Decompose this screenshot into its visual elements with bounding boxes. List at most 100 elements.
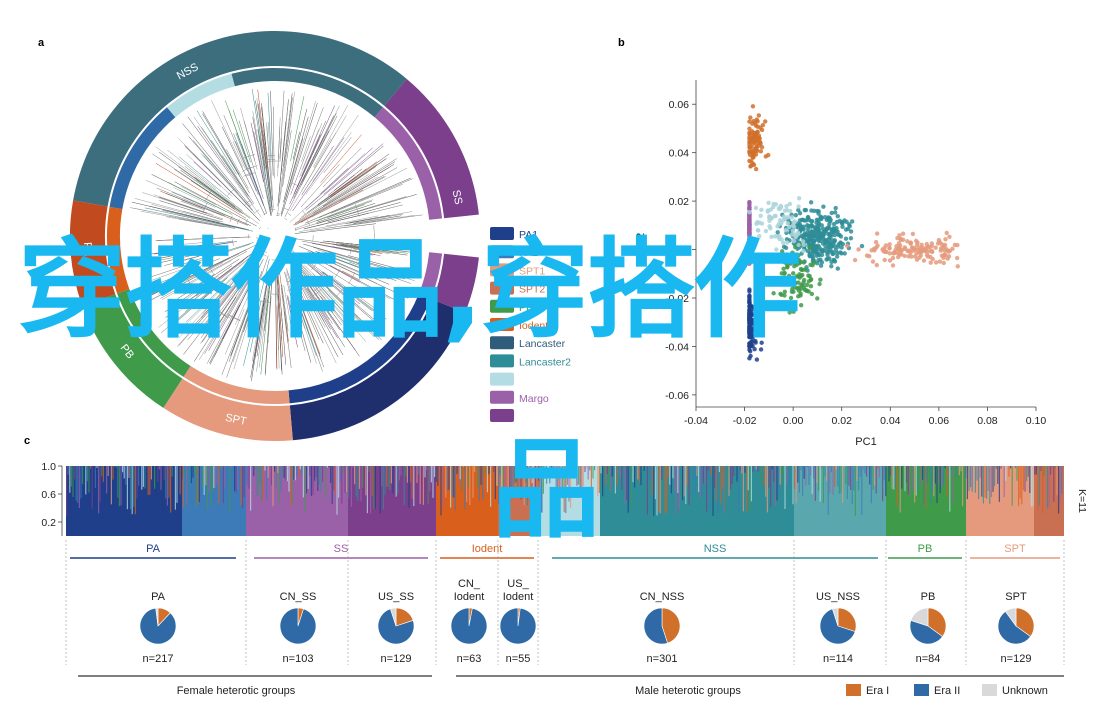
structure-bar — [221, 466, 223, 469]
structure-bar — [278, 466, 280, 504]
structure-bar — [526, 466, 528, 506]
structure-bar — [301, 466, 303, 476]
structure-bar — [392, 466, 394, 494]
structure-bar — [336, 466, 338, 515]
tree-branch — [181, 186, 216, 205]
structure-bar — [618, 466, 620, 469]
structure-bar — [293, 466, 295, 480]
structure-bar — [165, 466, 167, 499]
tree-legend-swatch — [490, 245, 514, 259]
tree-branch — [276, 307, 279, 351]
tree-legend-swatch — [490, 227, 514, 240]
structure-bar — [470, 466, 472, 485]
tree-branch — [281, 288, 289, 344]
structure-y-tick-label: 0.6 — [41, 489, 56, 501]
structure-bar — [366, 466, 368, 514]
tree-branch — [295, 238, 399, 254]
pca-point — [820, 226, 826, 232]
structure-bar — [899, 466, 901, 513]
tree-branch — [306, 288, 338, 339]
tree-branch — [302, 135, 321, 175]
structure-bar — [707, 466, 709, 471]
tree-branch-arc — [317, 273, 324, 281]
pca-point — [827, 256, 832, 261]
structure-bar — [798, 466, 800, 493]
structure-bar — [712, 466, 714, 516]
structure-bar — [394, 466, 396, 480]
structure-bar — [781, 466, 783, 487]
structure-bar — [797, 466, 799, 483]
structure-bar — [693, 466, 695, 480]
structure-bar — [277, 466, 279, 474]
tree-branch — [211, 100, 244, 168]
pca-point — [831, 251, 836, 256]
tree-branch — [193, 161, 221, 187]
tree-branch — [154, 242, 231, 255]
tree-branch-arc — [244, 200, 250, 205]
tree-branch — [262, 130, 272, 205]
tree-branch-arc — [283, 207, 289, 211]
structure-bar — [915, 466, 917, 496]
pca-point — [751, 333, 757, 338]
tree-branch — [301, 120, 327, 177]
pca-point — [840, 220, 845, 225]
pca-point — [753, 340, 758, 345]
tree-branch — [143, 249, 209, 264]
structure-bar — [934, 466, 936, 484]
pca-point — [790, 255, 796, 260]
tree-branch-arc — [243, 172, 253, 177]
structure-bar — [365, 466, 367, 496]
pca-point — [809, 223, 815, 228]
structure-bar — [659, 466, 661, 514]
structure-bar — [74, 466, 76, 480]
pca-point — [829, 210, 834, 216]
structure-bar — [738, 466, 740, 512]
tree-branch — [305, 145, 384, 211]
structure-bar — [168, 466, 170, 498]
structure-bar — [211, 466, 213, 492]
tree-branch — [344, 214, 423, 227]
pca-x-tick-label: -0.04 — [684, 415, 708, 427]
tree-branch — [310, 214, 415, 231]
structure-bar — [778, 466, 780, 493]
tree-branch — [190, 180, 236, 211]
pca-point — [908, 240, 913, 246]
structure-bar — [1010, 466, 1012, 469]
structure-bar — [334, 466, 336, 495]
pca-point — [771, 291, 776, 296]
tree-branch — [316, 200, 373, 222]
pca-point — [778, 220, 784, 225]
pca-point — [914, 257, 920, 262]
pca-point — [784, 237, 790, 242]
pca-point — [816, 220, 821, 226]
pca-point — [933, 245, 938, 250]
tree-branch — [141, 262, 202, 285]
tree-branch — [353, 215, 402, 224]
tree-branch — [302, 270, 350, 331]
structure-bar — [1008, 466, 1010, 477]
structure-bar — [466, 466, 468, 502]
structure-bar — [939, 466, 941, 494]
tree-legend-label: SPT2 — [519, 284, 545, 296]
tree-branch — [317, 251, 397, 282]
tree-branch — [267, 296, 272, 343]
tree-inner-ring-segment — [109, 107, 176, 210]
tree-branch-arc — [348, 272, 356, 285]
structure-bar — [627, 466, 629, 513]
tree-branch — [311, 167, 408, 218]
structure-bar — [541, 466, 543, 513]
tree-branch — [181, 248, 228, 261]
pie-label: CN_ — [458, 578, 481, 590]
structure-bar — [490, 466, 492, 507]
structure-bar — [323, 466, 325, 481]
pca-point — [747, 257, 752, 262]
structure-bar — [941, 466, 943, 488]
tree-branch — [281, 103, 318, 217]
structure-bar — [163, 466, 165, 480]
structure-bar — [1000, 466, 1002, 469]
structure-bar — [920, 466, 922, 486]
structure-bar — [750, 466, 752, 502]
structure-bar — [568, 466, 570, 502]
structure-bar — [72, 466, 74, 497]
structure-bar — [531, 466, 533, 484]
